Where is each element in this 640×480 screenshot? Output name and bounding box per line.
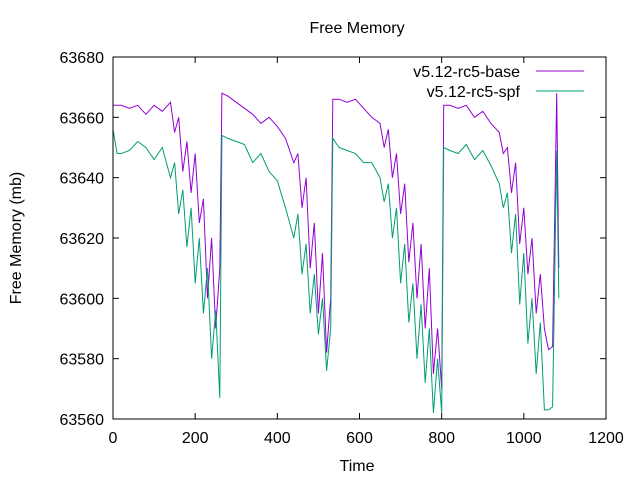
x-axis-label: Time xyxy=(340,458,375,475)
legend: v5.12-rc5-base v5.12-rc5-spf xyxy=(413,64,584,101)
y-tick-label: 63620 xyxy=(60,231,105,248)
x-tick-label: 1200 xyxy=(588,430,624,447)
chart-title: Free Memory xyxy=(309,20,404,37)
legend-label: v5.12-rc5-base xyxy=(413,64,520,81)
x-tick-label: 600 xyxy=(346,430,373,447)
x-tick-label: 800 xyxy=(428,430,455,447)
y-tick-label: 63640 xyxy=(60,171,105,188)
y-tick-label: 63600 xyxy=(60,291,105,308)
x-axis: 0 200 400 600 800 1000 1200 xyxy=(109,57,624,447)
y-tick-label: 63680 xyxy=(60,50,105,67)
x-tick-label: 400 xyxy=(264,430,291,447)
x-tick-label: 200 xyxy=(182,430,209,447)
y-tick-label: 63580 xyxy=(60,352,105,369)
series-line-v5.12-rc5-base xyxy=(113,92,560,389)
y-axis: 63560 63580 63600 63620 63640 63660 63680 xyxy=(60,50,606,429)
y-tick-label: 63560 xyxy=(60,412,105,429)
series-line-v5.12-rc5-spf xyxy=(112,129,560,414)
x-tick-label: 1000 xyxy=(506,430,542,447)
y-axis-label: Free Memory (mb) xyxy=(8,172,25,304)
plot-lines xyxy=(112,92,560,414)
x-tick-label: 0 xyxy=(109,430,118,447)
legend-label: v5.12-rc5-spf xyxy=(427,84,521,101)
y-tick-label: 63660 xyxy=(60,110,105,127)
